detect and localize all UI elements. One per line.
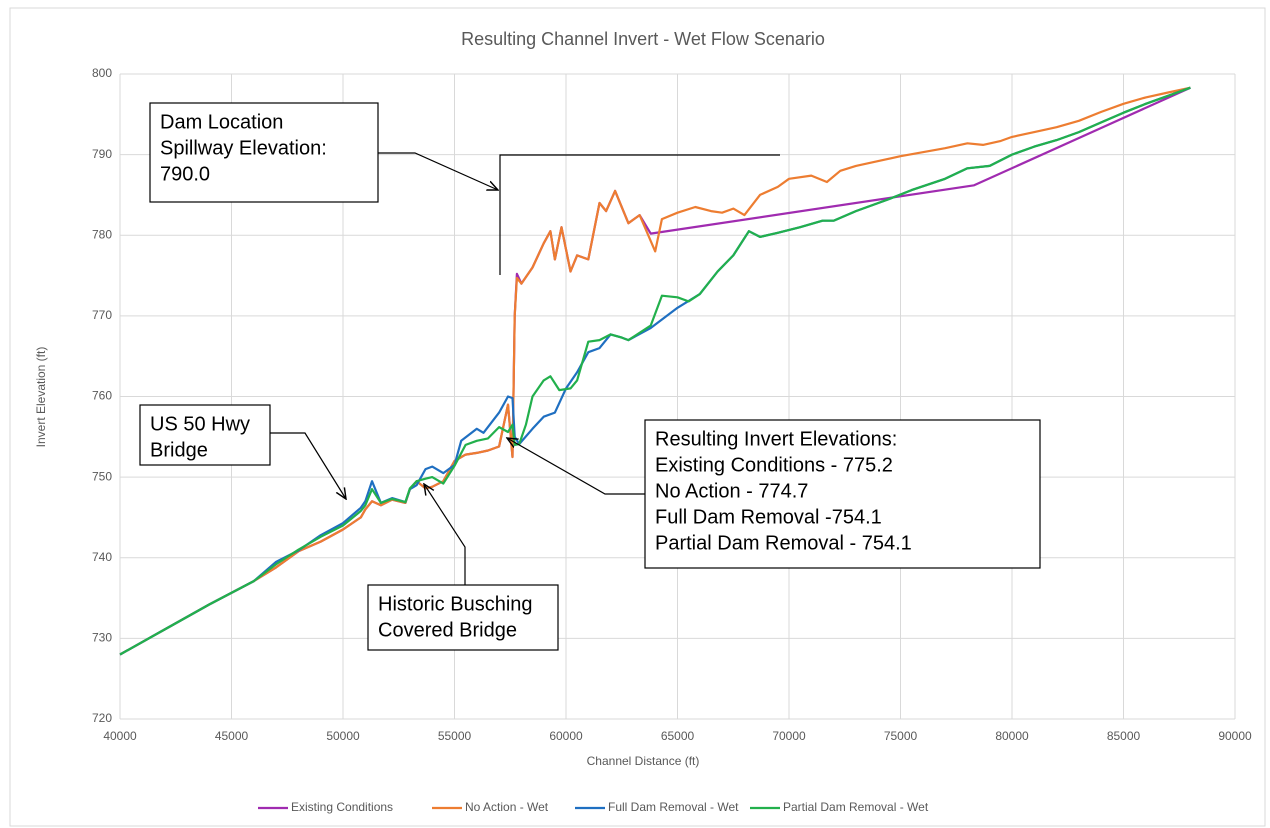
leader (270, 432, 346, 499)
annotation-text: US 50 Hwy (150, 413, 250, 435)
y-tick-label: 770 (92, 308, 112, 322)
callout-lines (270, 152, 780, 585)
annotation-text: No Action - 774.7 (655, 480, 808, 502)
annotation-box (139, 404, 271, 466)
y-tick-label: 740 (92, 550, 112, 564)
legend-label: Existing Conditions (291, 800, 393, 814)
x-tick-label: 60000 (549, 729, 583, 743)
legend-label: No Action - Wet (465, 800, 549, 814)
chart-title: Resulting Channel Invert - Wet Flow Scen… (461, 29, 825, 49)
x-tick-label: 70000 (772, 729, 806, 743)
legend-label: Partial Dam Removal - Wet (783, 800, 929, 814)
annotation-text: Resulting Invert Elevations: (655, 428, 897, 450)
y-tick-label: 750 (92, 469, 112, 483)
x-tick-label: 55000 (438, 729, 472, 743)
annotation-box (149, 102, 379, 203)
y-tick-label: 760 (92, 389, 112, 403)
annotation-box (367, 584, 559, 651)
annotation-text: Bridge (150, 439, 208, 461)
legend-label: Full Dam Removal - Wet (608, 800, 739, 814)
y-axis-label: Invert Elevation (ft) (34, 347, 48, 448)
x-tick-label: 50000 (326, 729, 360, 743)
annotation-text: Historic Busching (378, 593, 533, 615)
leader (424, 484, 466, 585)
x-axis-label: Channel Distance (ft) (587, 754, 700, 768)
annotation-text: Existing Conditions - 775.2 (655, 454, 893, 476)
x-tick-label: 80000 (995, 729, 1029, 743)
y-tick-label: 800 (92, 66, 112, 80)
x-tick-label: 75000 (884, 729, 918, 743)
y-tick-label: 790 (92, 147, 112, 161)
x-tick-label: 90000 (1218, 729, 1252, 743)
annotation-text: Partial Dam Removal - 754.1 (655, 532, 912, 554)
x-tick-label: 45000 (215, 729, 249, 743)
x-tick-label: 85000 (1107, 729, 1141, 743)
annotation-text: Spillway Elevation: (160, 137, 327, 159)
annotation-text: 790.0 (160, 163, 210, 185)
annotation-text: Full Dam Removal -754.1 (655, 506, 882, 528)
y-tick-label: 730 (92, 631, 112, 645)
series-line (119, 86, 1191, 656)
annotation-box (644, 419, 1041, 569)
y-tick-label: 780 (92, 227, 112, 241)
annotation-text: Dam Location (160, 111, 283, 133)
series (119, 86, 1191, 656)
dam-bracket (499, 154, 780, 275)
leader (507, 438, 645, 495)
annotation-text: Covered Bridge (378, 619, 517, 641)
leader (378, 152, 498, 190)
x-tick-label: 65000 (661, 729, 695, 743)
y-tick-label: 720 (92, 711, 112, 725)
x-tick-label: 40000 (103, 729, 137, 743)
